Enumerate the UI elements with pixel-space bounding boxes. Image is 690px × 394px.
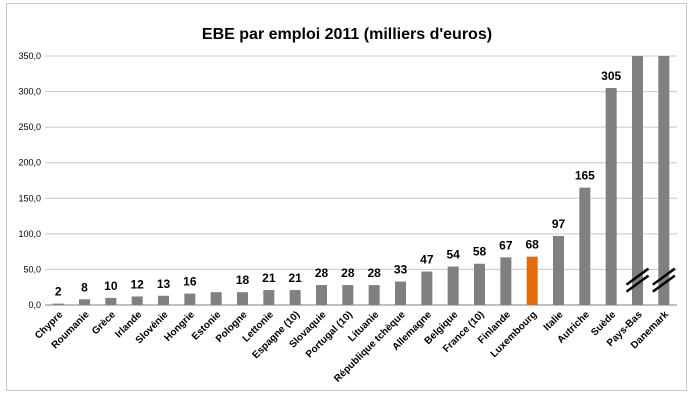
bar-roumanie [79, 299, 90, 305]
data-label: 58 [473, 245, 487, 259]
y-axis-ticks: 0,0 50,0 100,0 150,0 200,0 250,0 300,0 350,0 [18, 51, 41, 310]
data-label: 18 [236, 273, 250, 287]
bar-portugal-10- [342, 285, 354, 305]
bar-france-10- [474, 263, 485, 305]
bar-su-de [605, 88, 617, 305]
data-label: 305 [601, 69, 621, 83]
data-label: 54 [446, 248, 460, 262]
bar-r-publique-tch-que [395, 281, 406, 305]
y-tick-label: 0,0 [28, 300, 41, 310]
axis-break-mark [625, 267, 650, 286]
bar-hongrie [184, 293, 196, 305]
data-label: 10 [104, 279, 118, 293]
data-label: 8 [81, 280, 88, 294]
bar-lituanie [368, 285, 380, 305]
x-tick-label: Italie [542, 309, 566, 333]
bar-allemagne [421, 271, 433, 305]
bar-estonie [210, 292, 222, 305]
y-tick-label: 350,0 [18, 51, 41, 61]
data-label: 67 [499, 238, 513, 252]
bar-autriche [579, 187, 591, 305]
bar-italie [553, 235, 564, 305]
y-tick-label: 300,0 [18, 87, 41, 97]
axis-break-mark [625, 274, 650, 293]
data-label: 12 [130, 277, 144, 291]
x-axis-ticks: ChypreRoumanieGrèceIrlandeSlovénieHongri… [33, 309, 671, 385]
bar-slov-nie [158, 295, 169, 305]
bar-pologne [237, 292, 248, 305]
data-label: 165 [575, 169, 595, 183]
bar-luxembourg [526, 256, 538, 305]
bar-chypre [52, 303, 64, 305]
data-label: 97 [552, 217, 566, 231]
data-label: 33 [394, 263, 408, 277]
data-label: 28 [341, 266, 355, 280]
data-label: 68 [525, 238, 539, 252]
bar-chart: EBE par emploi 2011 (milliers d'euros) 2… [18, 26, 677, 385]
gridlines [45, 55, 677, 270]
bar-lettonie [263, 290, 275, 305]
data-label: 16 [183, 275, 197, 289]
y-tick-label: 100,0 [18, 229, 41, 239]
axis-break-mark [652, 267, 676, 286]
bar-pays-bas [632, 56, 643, 305]
data-label: 28 [367, 266, 381, 280]
y-tick-label: 200,0 [18, 158, 41, 168]
bar-espagne-10- [289, 290, 301, 305]
y-tick-label: 50,0 [23, 264, 41, 274]
bar-irlande [131, 296, 143, 305]
y-tick-label: 150,0 [18, 193, 41, 203]
data-label: 2 [55, 285, 62, 299]
bar-belgique [447, 266, 459, 305]
chart-title: EBE par emploi 2011 (milliers d'euros) [202, 26, 492, 43]
bar-finlande [500, 257, 512, 305]
data-label: 21 [262, 271, 276, 285]
bar-danemark [658, 56, 670, 305]
axis-break-mark [652, 274, 676, 293]
y-tick-label: 250,0 [18, 122, 41, 132]
bars [52, 56, 676, 305]
data-label: 28 [315, 266, 329, 280]
bar-gr-ce [105, 297, 117, 305]
bar-slovaquie [316, 285, 327, 305]
chart-frame: EBE par emploi 2011 (milliers d'euros) 2… [6, 3, 687, 391]
data-label: 13 [157, 277, 171, 291]
data-label: 47 [420, 253, 434, 267]
data-label: 21 [288, 271, 302, 285]
